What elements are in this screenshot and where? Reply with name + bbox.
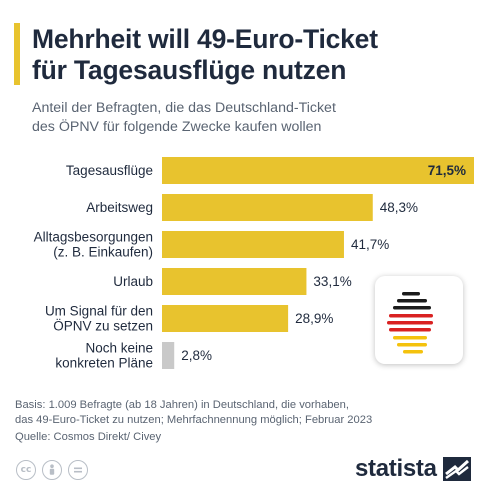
chart-subtitle: Anteil der Befragten, die das Deutschlan… bbox=[32, 100, 336, 135]
by-icon[interactable] bbox=[42, 460, 62, 480]
value-label: 33,1% bbox=[313, 274, 351, 289]
title-accent-bar bbox=[14, 23, 20, 85]
bar-chart: Tagesausflüge 71,5% Arbeitsweg 48,3% Alltags… bbox=[34, 157, 474, 371]
category-label: Tagesausflüge bbox=[66, 163, 153, 178]
brand-name: statista bbox=[355, 455, 437, 482]
statista-logo-icon bbox=[442, 457, 471, 481]
category-label: Alltagsbesorgungen (z. B. Einkaufen) bbox=[34, 230, 153, 260]
value-label: 48,3% bbox=[380, 200, 418, 215]
bar bbox=[162, 194, 373, 221]
value-label: 71,5% bbox=[428, 163, 466, 178]
bar bbox=[162, 231, 344, 258]
nd-icon[interactable] bbox=[68, 460, 88, 480]
bar bbox=[162, 342, 175, 369]
value-label: 2,8% bbox=[181, 348, 212, 363]
category-label: Arbeitsweg bbox=[86, 200, 153, 215]
chart-title: Mehrheit will 49-Euro-Ticket für Tagesau… bbox=[32, 24, 378, 85]
category-label: Noch keine konkreten Pläne bbox=[55, 341, 153, 371]
bar bbox=[162, 305, 289, 332]
category-label: Um Signal für den ÖPNV zu setzen bbox=[45, 304, 153, 334]
germany-flag-map-icon bbox=[375, 276, 463, 364]
footnote: Basis: 1.009 Befragte (ab 18 Jahren) in … bbox=[15, 399, 373, 426]
cc-icon[interactable]: cc bbox=[16, 460, 36, 480]
license-icons: cc bbox=[16, 460, 88, 480]
bar bbox=[162, 157, 474, 184]
source-line: Quelle: Cosmos Direkt/ Civey bbox=[15, 431, 162, 443]
bar bbox=[162, 268, 307, 295]
statista-logo[interactable]: statista bbox=[355, 455, 471, 483]
category-label: Urlaub bbox=[113, 274, 153, 289]
value-label: 28,9% bbox=[295, 311, 333, 326]
value-label: 41,7% bbox=[351, 237, 389, 252]
